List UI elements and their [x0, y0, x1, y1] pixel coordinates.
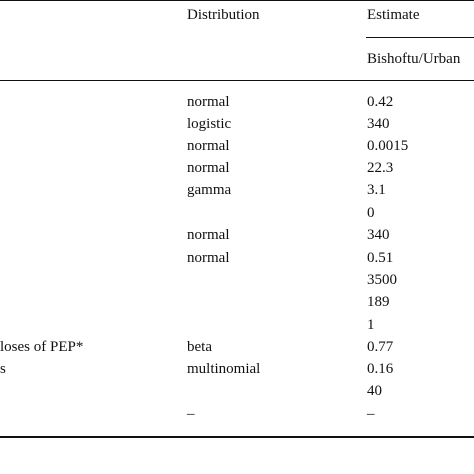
row-distribution: –: [187, 406, 195, 422]
row-estimate: 189: [367, 294, 390, 310]
row-estimate: 40: [367, 383, 382, 399]
row-estimate: 22.3: [367, 160, 394, 176]
row-distribution: logistic: [187, 116, 232, 132]
header-sub-estimate: Bishoftu/Urban: [367, 51, 461, 67]
header-estimate: Estimate: [367, 7, 420, 23]
row-estimate: 3500: [367, 272, 397, 288]
row-distribution: normal: [187, 250, 230, 266]
row-distribution: normal: [187, 160, 230, 176]
top-rule: [0, 0, 474, 1]
row-label: s: [0, 361, 6, 377]
row-label: loses of PEP*: [0, 339, 84, 355]
header-distribution: Distribution: [187, 7, 260, 23]
row-estimate: 0.42: [367, 94, 394, 110]
row-distribution: normal: [187, 227, 230, 243]
row-estimate: 340: [367, 227, 390, 243]
row-estimate: –: [367, 406, 375, 422]
row-estimate: 1: [367, 317, 375, 333]
bottom-rule: [0, 436, 474, 438]
row-estimate: 340: [367, 116, 390, 132]
row-distribution: normal: [187, 138, 230, 154]
header-bottom-rule: [0, 80, 474, 81]
row-distribution: beta: [187, 339, 212, 355]
estimate-subheader-rule: [366, 37, 474, 38]
row-distribution: normal: [187, 94, 230, 110]
row-distribution: gamma: [187, 182, 232, 198]
row-estimate: 0.16: [367, 361, 394, 377]
row-estimate: 0.0015: [367, 138, 409, 154]
row-estimate: 0.77: [367, 339, 394, 355]
row-estimate: 3.1: [367, 182, 386, 198]
row-distribution: multinomial: [187, 361, 261, 377]
row-estimate: 0: [367, 205, 375, 221]
row-estimate: 0.51: [367, 250, 394, 266]
